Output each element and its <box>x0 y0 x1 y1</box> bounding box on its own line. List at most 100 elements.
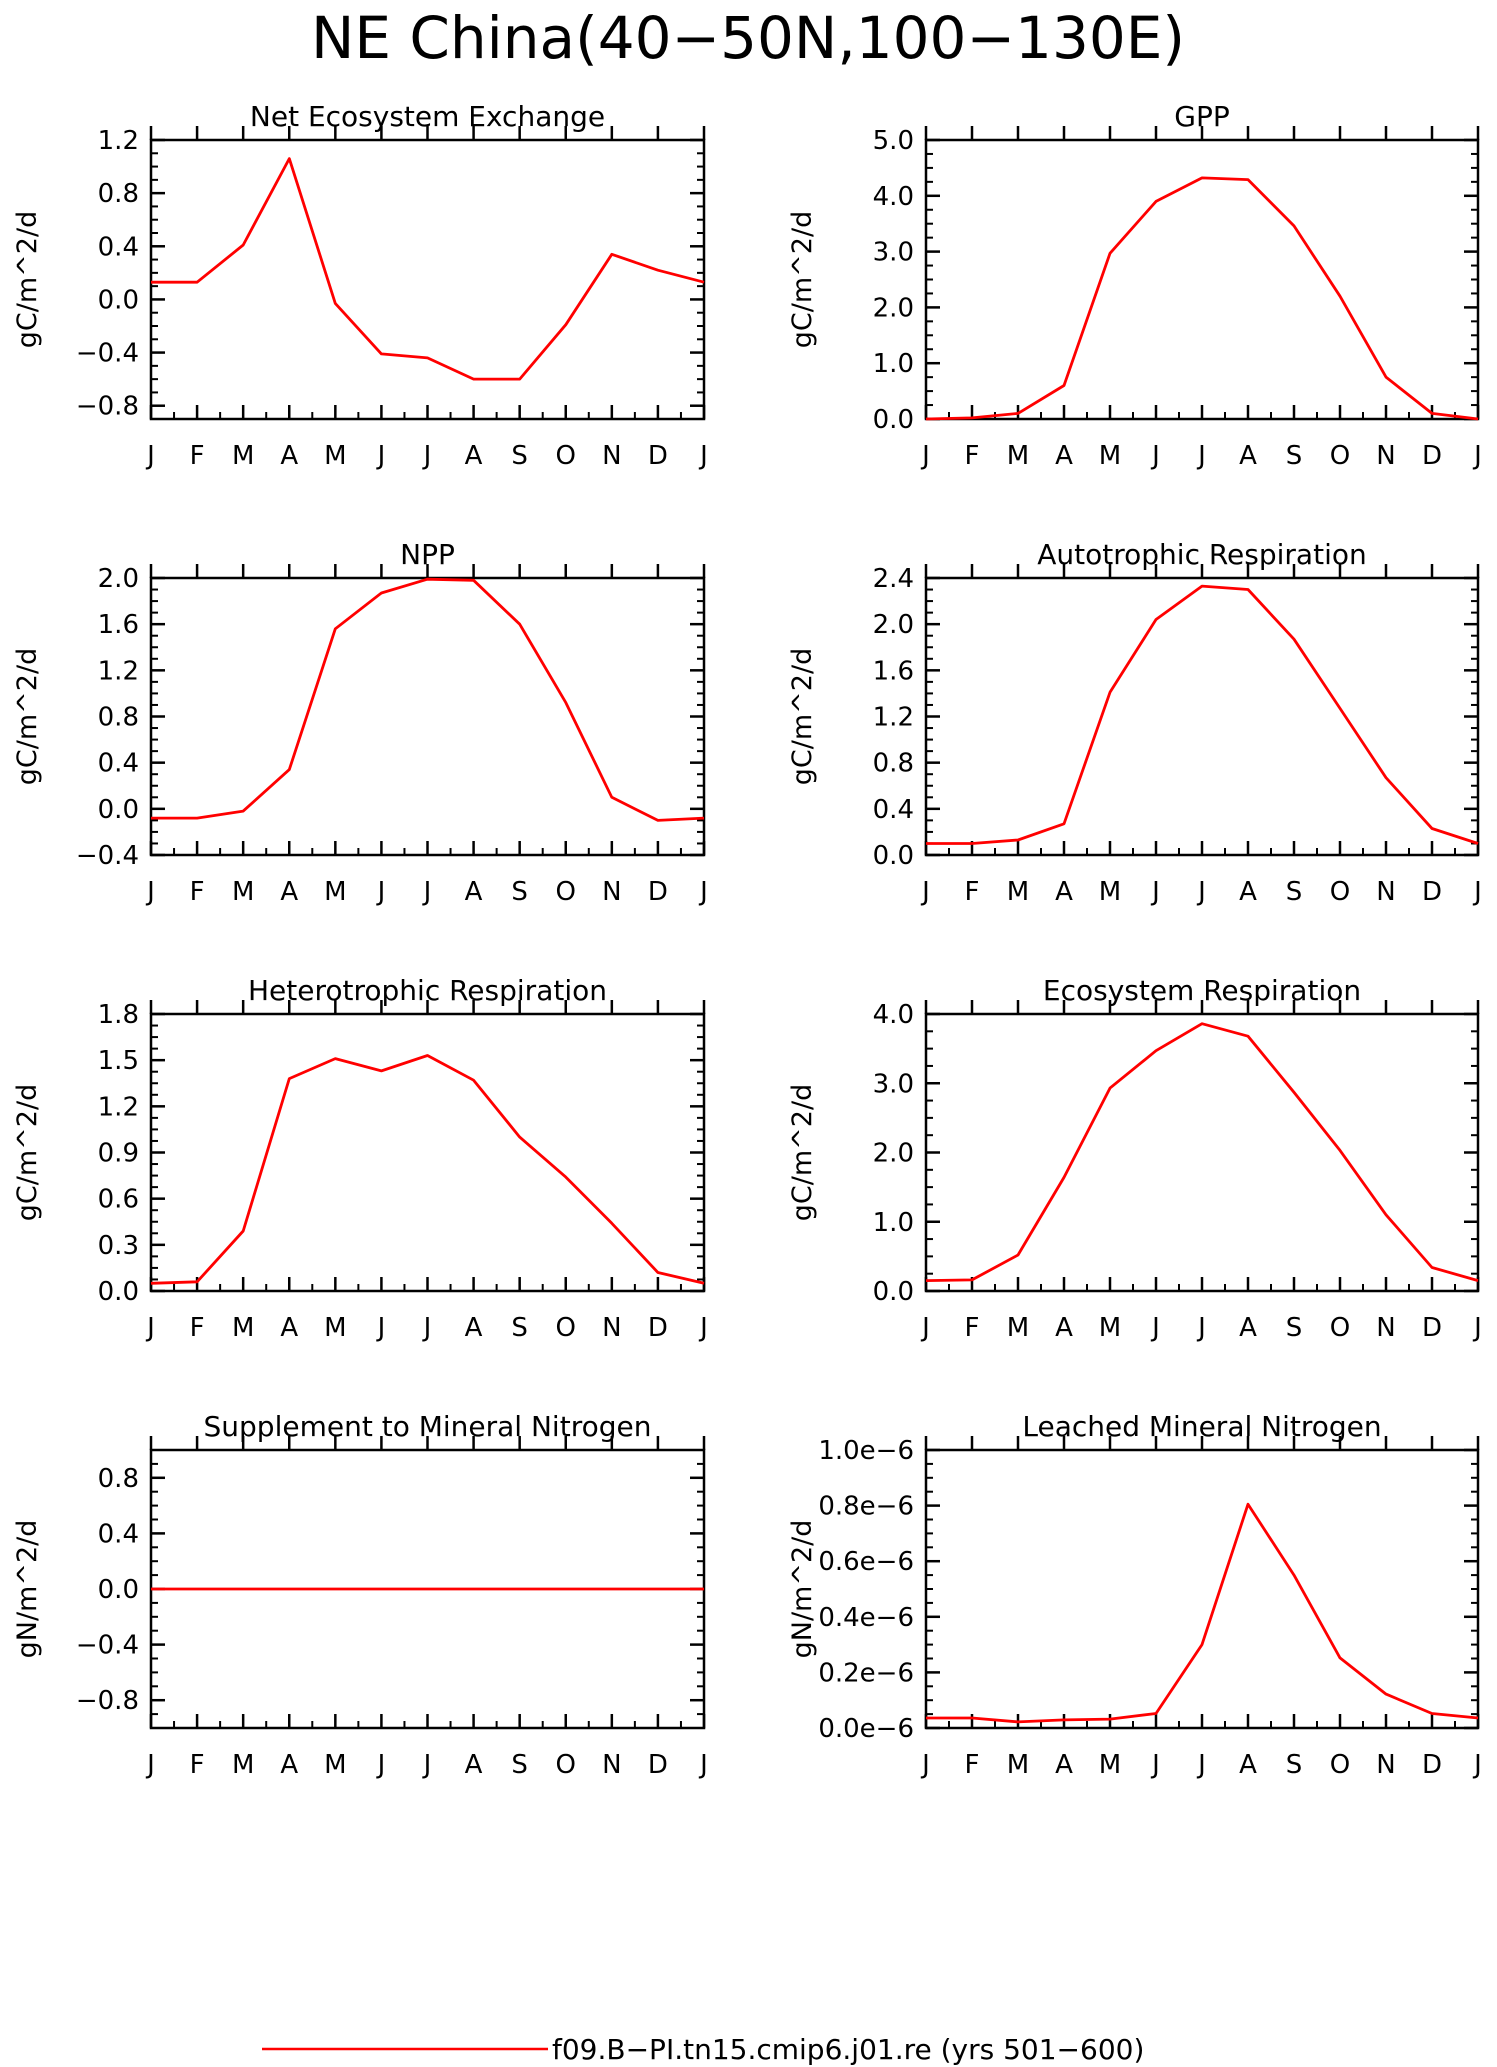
x-tick-label: M <box>1099 877 1121 907</box>
x-tick-label: J <box>1150 441 1160 471</box>
x-tick-label: M <box>232 441 254 471</box>
series-line <box>925 1022 1479 1282</box>
y-tick-label: 2.4 <box>873 564 914 594</box>
y-tick-label: 0.4e−6 <box>818 1603 914 1633</box>
x-tick-label: J <box>920 441 930 471</box>
x-tick-label: J <box>920 1313 930 1343</box>
x-tick-label: N <box>1376 1313 1395 1343</box>
x-tick-label: N <box>1376 1750 1395 1780</box>
y-tick-label: 1.6 <box>873 656 914 686</box>
y-tick-label: 4.0 <box>873 182 914 212</box>
x-tick-label: F <box>190 877 205 907</box>
x-tick-label: M <box>232 1750 254 1780</box>
y-tick-label: 0.0e−6 <box>818 1714 914 1744</box>
x-tick-label: D <box>648 1313 668 1343</box>
y-tick-label: 0.4 <box>98 1519 139 1549</box>
x-tick-label: J <box>1150 1313 1160 1343</box>
x-tick-label: J <box>698 1313 708 1343</box>
y-tick-label: 0.0 <box>873 1277 914 1307</box>
y-tick-label: 1.5 <box>98 1046 139 1076</box>
y-tick-label: −0.4 <box>76 339 139 369</box>
y-tick-label: 0.8 <box>98 1464 139 1494</box>
x-tick-label: M <box>1099 1750 1121 1780</box>
x-tick-label: F <box>965 1750 980 1780</box>
x-tick-label: A <box>280 1750 298 1780</box>
y-tick-label: 3.0 <box>873 238 914 268</box>
x-tick-label: A <box>1055 441 1073 471</box>
y-tick-label: 1.6 <box>98 610 139 640</box>
x-tick-label: J <box>1150 1750 1160 1780</box>
y-tick-label: 0.0 <box>98 795 139 825</box>
y-tick-label: −0.4 <box>76 1631 139 1661</box>
y-tick-label: 2.0 <box>873 610 914 640</box>
plot-frame <box>149 138 706 421</box>
x-tick-label: F <box>965 877 980 907</box>
y-axis-label: gC/m^2/d <box>787 211 818 348</box>
x-tick-label: O <box>1330 441 1350 471</box>
x-tick-label: D <box>1422 1313 1442 1343</box>
x-tick-label: O <box>556 877 576 907</box>
x-tick-label: F <box>965 1313 980 1343</box>
x-tick-label: N <box>1376 877 1395 907</box>
x-tick-label: J <box>376 1750 386 1780</box>
x-tick-label: M <box>1007 441 1029 471</box>
x-tick-label: A <box>280 441 298 471</box>
x-tick-label: S <box>1286 441 1303 471</box>
y-tick-label: −0.4 <box>76 841 139 871</box>
y-tick-label: 2.0 <box>873 1139 914 1169</box>
series-line <box>151 577 705 822</box>
x-tick-label: A <box>280 1313 298 1343</box>
y-axis-label: gN/m^2/d <box>787 1520 818 1659</box>
y-tick-label: −0.8 <box>76 392 139 422</box>
x-tick-label: A <box>1239 1313 1257 1343</box>
y-tick-label: 3.0 <box>873 1069 914 1099</box>
x-tick-label: S <box>1286 1313 1303 1343</box>
x-tick-label: J <box>1196 441 1206 471</box>
x-tick-label: A <box>1055 1313 1073 1343</box>
y-tick-label: 0.0 <box>98 285 139 315</box>
x-tick-label: F <box>190 1313 205 1343</box>
x-tick-label: D <box>1422 877 1442 907</box>
x-tick-label: O <box>1330 1750 1350 1780</box>
x-tick-label: M <box>324 441 346 471</box>
x-tick-label: J <box>1472 1750 1482 1780</box>
x-tick-label: N <box>1376 441 1395 471</box>
plot-frame <box>924 576 1480 857</box>
x-tick-label: J <box>422 1750 432 1780</box>
x-tick-label: A <box>465 877 483 907</box>
plot-frame <box>924 1448 1480 1730</box>
x-tick-label: A <box>1239 877 1257 907</box>
x-tick-label: J <box>422 1313 432 1343</box>
x-tick-label: M <box>324 1313 346 1343</box>
y-tick-label: 0.6 <box>98 1185 139 1215</box>
legend-label: f09.B−PI.tn15.cmip6.j01.re (yrs 501−600) <box>552 2033 1144 2066</box>
x-tick-label: O <box>1330 1313 1350 1343</box>
x-tick-label: N <box>602 1750 621 1780</box>
y-axis-label: gN/m^2/d <box>12 1520 43 1659</box>
x-tick-label: J <box>1150 877 1160 907</box>
x-tick-label: J <box>1472 1313 1482 1343</box>
x-tick-label: A <box>465 1313 483 1343</box>
x-tick-label: S <box>511 1750 528 1780</box>
y-tick-label: 1.2 <box>873 703 914 733</box>
x-tick-label: F <box>190 1750 205 1780</box>
y-axis-label: gC/m^2/d <box>787 1084 818 1221</box>
x-tick-label: J <box>1196 1750 1206 1780</box>
x-tick-label: J <box>145 1750 155 1780</box>
y-tick-label: 1.2 <box>98 126 139 156</box>
y-tick-label: 4.0 <box>873 1000 914 1030</box>
y-tick-label: 0.8 <box>98 703 139 733</box>
x-tick-label: A <box>1055 1750 1073 1780</box>
x-tick-label: D <box>1422 441 1442 471</box>
y-tick-label: 0.8 <box>98 179 139 209</box>
series-line <box>151 157 705 381</box>
x-tick-label: M <box>232 877 254 907</box>
y-axis-label: gC/m^2/d <box>787 648 818 785</box>
y-tick-label: 1.0 <box>873 349 914 379</box>
